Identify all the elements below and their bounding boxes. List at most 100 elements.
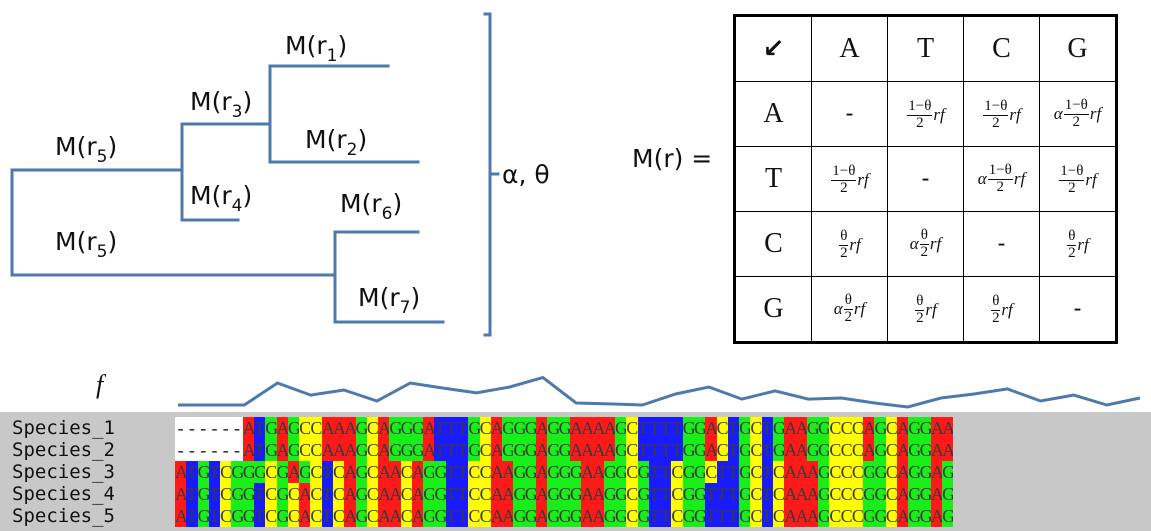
nucleotide: T [648,461,661,483]
nucleotide: G [942,461,954,483]
nucleotide: G [468,417,480,439]
nucleotide: G [693,417,706,439]
nucleotide: G [908,505,920,527]
matrix-col-header: G [1039,15,1117,82]
nucleotide: A [321,417,333,439]
rate-expression: α 1−θ 2 rf [1053,97,1102,131]
nucleotide: G [434,505,446,527]
nucleotide: A [806,483,819,505]
fraction: 1−θ 2 [907,97,933,132]
nucleotide: G [772,417,785,439]
alpha-factor: α [1053,104,1063,123]
nucleotide: G [513,483,525,505]
nucleotide: C [626,439,638,461]
nucleotide: A [930,505,943,527]
nucleotide: A [897,439,909,461]
nucleotide: C [772,461,785,483]
nucleotide: - [208,417,221,439]
nucleotide: A [378,461,390,483]
nucleotide: T [321,461,333,483]
nucleotide: A [536,483,548,505]
nucleotide: A [321,439,333,461]
nucleotide: G [739,461,751,483]
nucleotide: G [558,439,570,461]
nucleotide: G [231,461,243,483]
nucleotide: - [197,439,209,461]
nucleotide: C [310,417,322,439]
nucleotide: C [750,505,762,527]
nucleotide: T [727,461,740,483]
matrix-row-header: C [734,211,812,277]
nucleotide: G [513,417,525,439]
nucleotide: - [186,417,198,439]
nucleotide: G [818,417,830,439]
nucleotide: C [332,483,345,505]
nucleotide: G [908,439,920,461]
nucleotide: C [468,483,480,505]
phylogenetic-tree: M(r1) M(r3) M(r2) M(r5) M(r4) M(r6) M(r5… [10,12,550,337]
nucleotide: A [378,505,390,527]
nucleotide: C [626,417,638,439]
nucleotide: T [727,417,740,439]
rate-factor: rf [1009,105,1021,124]
nucleotide: T [186,483,198,505]
nucleotide: G [253,461,266,483]
nucleotide: G [614,505,627,527]
rate-profile-line [178,375,1141,409]
nucleotide: G [547,461,559,483]
nucleotide: A [490,439,503,461]
nucleotide: G [919,483,931,505]
nucleotide: C [705,461,717,483]
matrix-cell: θ 2 rf [1039,211,1117,277]
nucleotide: A [942,439,954,461]
matrix-cell: 1−θ 2 rf [811,146,888,212]
rate-factor: rf [1089,104,1102,123]
fraction-numerator: 1−θ [907,97,933,116]
nucleotide: C [851,439,864,461]
nucleotide: T [457,461,469,483]
nucleotide: A [784,483,796,505]
fraction-denominator: 2 [840,179,848,196]
matrix-cell: - [811,81,888,147]
nucleotide: A [423,439,435,461]
nucleotide: A [389,505,401,527]
nucleotide: - [175,439,187,461]
label-r2: M(r2) [305,125,367,160]
rate-expression: α 1−θ 2 rf [978,162,1025,196]
nucleotide: A [784,439,796,461]
nucleotide: T [727,505,740,527]
nucleotide: A [276,417,288,439]
nucleotide: A [242,417,254,439]
nucleotide: C [750,483,762,505]
nucleotide: G [197,461,209,483]
nucleotide: G [524,439,536,461]
nucleotide: A [930,461,943,483]
nucleotide: A [490,417,503,439]
nucleotide: A [795,461,807,483]
fraction-numerator: θ [919,226,929,245]
nucleotide: A [592,417,604,439]
species-name: Species_4 [12,483,115,505]
nucleotide: A [581,461,593,483]
nucleotide: T [660,417,672,439]
nucleotide: A [930,439,943,461]
nucleotide: G [569,505,582,527]
nucleotide: - [197,417,209,439]
nucleotide: C [299,439,311,461]
fraction-denominator: 2 [920,243,929,260]
matrix-col-header: A [811,15,888,82]
nucleotide: A [592,505,604,527]
nucleotide: T [705,505,717,527]
nucleotide: G [355,461,367,483]
matrix-row: A -1−θ 2 rf 1−θ 2 rf α 1−θ 2 rf [734,81,1117,147]
nucleotide: A [411,483,424,505]
substitution-matrix: ↙ A T C G A -1−θ 2 rf 1−θ 2 rf α 1−θ 2 rf T 1−θ 2 rf - α 1−θ 2 r… [733,14,1118,344]
rate-profile-chart [178,375,1141,409]
nucleotide: T [434,417,446,439]
nucleotide: T [457,439,469,461]
rate-expression: α θ 2 rf [910,226,941,261]
nucleotide: T [637,439,649,461]
nucleotide: G [682,461,694,483]
nucleotide: G [908,461,920,483]
